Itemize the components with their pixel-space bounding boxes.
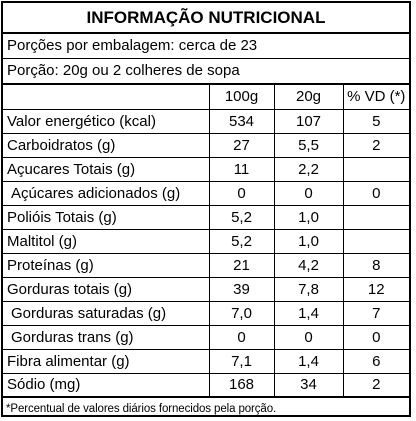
- nutrient-name: Açucares Totais (g): [3, 157, 209, 182]
- value-100g: 39: [208, 277, 274, 302]
- footnote: *Percentual de valores diários fornecido…: [6, 403, 277, 415]
- label-title: INFORMAÇÃO NUTRICIONAL: [3, 3, 409, 34]
- table-row: Carboidratos (g) 27 5,5 2: [3, 133, 409, 158]
- table-row: Açúcares adicionados (g) 0 0 0: [3, 181, 409, 206]
- table-row: Fibra alimentar (g) 7,1 1,4 6: [3, 349, 409, 374]
- nutrition-label: INFORMAÇÃO NUTRICIONAL Porções por embal…: [1, 1, 411, 417]
- table-row: Gorduras trans (g) 0 0 0: [3, 325, 409, 350]
- value-20g: 0: [273, 181, 343, 206]
- value-20g: 1,0: [273, 229, 343, 254]
- value-100g: 11: [208, 157, 274, 182]
- table-row: Sódio (mg) 168 34 2: [3, 373, 409, 398]
- value-100g: 0: [208, 181, 274, 206]
- value-20g: 7,8: [273, 277, 343, 302]
- value-vd: 5: [342, 109, 409, 134]
- value-100g: 21: [208, 253, 274, 278]
- nutrient-name: Valor energético (kcal): [3, 109, 209, 134]
- value-vd: 12: [342, 277, 409, 302]
- value-100g: 27: [208, 133, 274, 158]
- nutrient-name: Sódio (mg): [3, 373, 209, 398]
- value-vd: 0: [342, 325, 409, 350]
- nutrient-name: Polióis Totais (g): [3, 205, 209, 230]
- value-100g: 7,1: [208, 349, 274, 374]
- value-100g: 7,0: [208, 301, 274, 326]
- value-vd: 0: [342, 181, 409, 206]
- value-20g: 107: [273, 109, 343, 134]
- portion-size: Porção: 20g ou 2 colheres de sopa: [3, 59, 409, 85]
- value-20g: 0: [273, 325, 343, 350]
- table-row: Gorduras saturadas (g) 7,0 1,4 7: [3, 301, 409, 326]
- table-row: Açucares Totais (g) 11 2,2: [3, 157, 409, 182]
- value-20g: 1,4: [273, 301, 343, 326]
- value-100g: 534: [208, 109, 274, 134]
- value-20g: 4,2: [273, 253, 343, 278]
- header-20g: 20g: [273, 85, 343, 110]
- nutrient-name: Proteínas (g): [3, 253, 209, 278]
- table-row: Maltitol (g) 5,2 1,0: [3, 229, 409, 254]
- header-vd: % VD (*): [342, 85, 409, 110]
- nutrient-name: Açúcares adicionados (g): [3, 181, 209, 206]
- servings-per-package: Porções por embalagem: cerca de 23: [3, 34, 409, 59]
- value-100g: 5,2: [208, 229, 274, 254]
- value-vd: 6: [342, 349, 409, 374]
- value-vd: 7: [342, 301, 409, 326]
- table-row: Polióis Totais (g) 5,2 1,0: [3, 205, 409, 230]
- table-row: Gorduras totais (g) 39 7,8 12: [3, 277, 409, 302]
- nutrient-name: Carboidratos (g): [3, 133, 209, 158]
- value-20g: 34: [273, 373, 343, 398]
- nutrition-table: 100g 20g % VD (*) Valor energético (kcal…: [3, 85, 409, 398]
- value-100g: 168: [208, 373, 274, 398]
- header-100g: 100g: [208, 85, 274, 110]
- table-row: Proteínas (g) 21 4,2 8: [3, 253, 409, 278]
- value-20g: 1,4: [273, 349, 343, 374]
- nutrient-name: Fibra alimentar (g): [3, 349, 209, 374]
- value-20g: 5,5: [273, 133, 343, 158]
- value-vd: 2: [342, 133, 409, 158]
- value-vd: [342, 229, 409, 254]
- value-vd: [342, 205, 409, 230]
- nutrient-name: Gorduras saturadas (g): [3, 301, 209, 326]
- value-100g: 0: [208, 325, 274, 350]
- table-row: Valor energético (kcal) 534 107 5: [3, 109, 409, 134]
- value-vd: 2: [342, 373, 409, 398]
- value-vd: [342, 157, 409, 182]
- nutrient-name: Maltitol (g): [3, 229, 209, 254]
- value-vd: 8: [342, 253, 409, 278]
- nutrient-name: Gorduras trans (g): [3, 325, 209, 350]
- value-20g: 1,0: [273, 205, 343, 230]
- value-100g: 5,2: [208, 205, 274, 230]
- nutrient-name: Gorduras totais (g): [3, 277, 209, 302]
- header-nutrient: [3, 85, 209, 110]
- table-header-row: 100g 20g % VD (*): [3, 85, 409, 110]
- value-20g: 2,2: [273, 157, 343, 182]
